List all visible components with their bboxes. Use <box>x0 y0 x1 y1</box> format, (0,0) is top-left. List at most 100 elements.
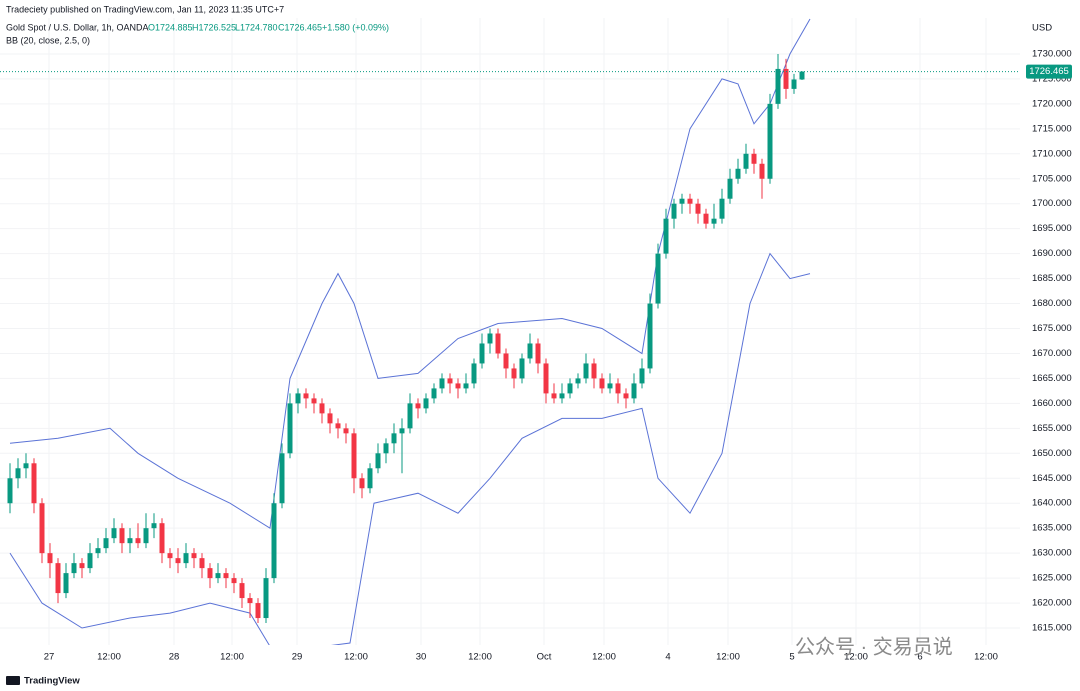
candle-body <box>15 468 21 479</box>
candle-body <box>479 343 485 364</box>
candle-body <box>79 563 85 569</box>
x-tick-label: 12:00 <box>97 652 121 663</box>
candle-body <box>423 398 429 409</box>
legend-low: L1724.780 <box>235 22 278 32</box>
plot-area <box>0 18 1020 645</box>
x-tick-label: Oct <box>537 652 552 663</box>
candle-body <box>599 378 605 389</box>
legend-change: +1.580 (+0.09%) <box>322 22 389 32</box>
y-tick-label: 1725.000 <box>1032 73 1072 84</box>
candle-body <box>647 303 653 369</box>
x-tick-label: 12:00 <box>844 652 868 663</box>
publisher: Tradeciety published on TradingView.com,… <box>6 4 284 14</box>
axes: 1615.000 1620.000 1625.000 1630.000 1635.000… <box>44 48 1072 663</box>
candle-body <box>47 553 53 564</box>
currency: USD <box>1032 23 1052 34</box>
candle-body <box>119 528 125 544</box>
candle-body <box>199 558 205 569</box>
candle-body <box>71 563 77 574</box>
candle-body <box>495 333 501 354</box>
legend-high: H1726.525 <box>192 22 236 32</box>
candle-body <box>39 503 45 554</box>
candle-body <box>671 203 677 219</box>
candle-body <box>55 563 61 594</box>
y-tick-label: 1730.000 <box>1032 48 1072 59</box>
candle-body <box>431 388 437 399</box>
indicator-label: BB (20, close, 2.5, 0) <box>6 35 90 45</box>
candle-body <box>543 363 549 394</box>
candle-body <box>175 558 181 564</box>
candle-body <box>775 68 781 104</box>
candle-body <box>663 218 669 254</box>
candle-body <box>63 573 69 594</box>
candle-body <box>191 553 197 559</box>
y-tick-label: 1685.000 <box>1032 273 1072 284</box>
candle-body <box>487 333 493 344</box>
candle-body <box>23 463 29 469</box>
y-tick-label: 1720.000 <box>1032 98 1072 109</box>
candle-body <box>591 363 597 379</box>
candle-body <box>247 598 253 604</box>
candle-body <box>31 463 37 504</box>
candle-body <box>207 568 213 579</box>
candle-body <box>279 453 285 504</box>
candle-body <box>551 393 557 399</box>
candle-body <box>135 538 141 544</box>
candle-body <box>167 553 173 559</box>
y-tick-label: 1650.000 <box>1032 448 1072 459</box>
legend-open: O1724.885 <box>148 22 193 32</box>
candle-body <box>575 378 581 384</box>
candle-body <box>95 548 101 554</box>
candle-body <box>327 413 333 424</box>
candle-body <box>151 523 157 529</box>
candle-body <box>631 383 637 399</box>
candle-body <box>239 583 245 599</box>
last-price-badge <box>1026 64 1072 79</box>
x-tick-label: 12:00 <box>716 652 740 663</box>
candle-body <box>7 478 13 504</box>
y-tick-label: 1700.000 <box>1032 198 1072 209</box>
candle-body <box>439 378 445 389</box>
candle-body <box>759 163 765 179</box>
last-price-label: 1726.465 <box>1029 66 1069 77</box>
candle-body <box>767 103 773 179</box>
candle-body <box>447 378 453 384</box>
candle-body <box>351 433 357 479</box>
brand: TradingView <box>24 676 80 687</box>
candle-body <box>143 528 149 544</box>
candle-body <box>727 178 733 199</box>
y-tick-label: 1615.000 <box>1032 623 1072 634</box>
y-tick-label: 1635.000 <box>1032 523 1072 534</box>
x-tick-label: 6 <box>917 652 922 663</box>
x-tick-label: 30 <box>416 652 427 663</box>
x-tick-label: 12:00 <box>220 652 244 663</box>
legend-close: C1726.465 <box>278 22 322 32</box>
candle-body <box>535 343 541 364</box>
candle-body <box>519 358 525 379</box>
candle-body <box>383 443 389 454</box>
candle-body <box>711 218 717 224</box>
candle-body <box>791 79 797 89</box>
candle-body <box>751 153 757 164</box>
x-tick-label: 4 <box>665 652 670 663</box>
candle-body <box>679 198 685 204</box>
candle-body <box>695 203 701 214</box>
candle-body <box>311 398 317 404</box>
candle-body <box>255 603 261 619</box>
candle-body <box>687 198 693 204</box>
candle-body <box>111 528 117 539</box>
y-tick-label: 1695.000 <box>1032 223 1072 234</box>
x-tick-label: 5 <box>789 652 794 663</box>
candle-body <box>407 403 413 429</box>
y-tick-label: 1690.000 <box>1032 248 1072 259</box>
candle-body <box>183 553 189 564</box>
y-tick-label: 1620.000 <box>1032 598 1072 609</box>
y-tick-label: 1625.000 <box>1032 573 1072 584</box>
candle-body <box>223 573 229 579</box>
candle-body <box>783 68 789 89</box>
x-tick-label: 27 <box>44 652 55 663</box>
candle-body <box>559 393 565 399</box>
candle-body <box>503 353 509 369</box>
candle-body <box>455 383 461 389</box>
